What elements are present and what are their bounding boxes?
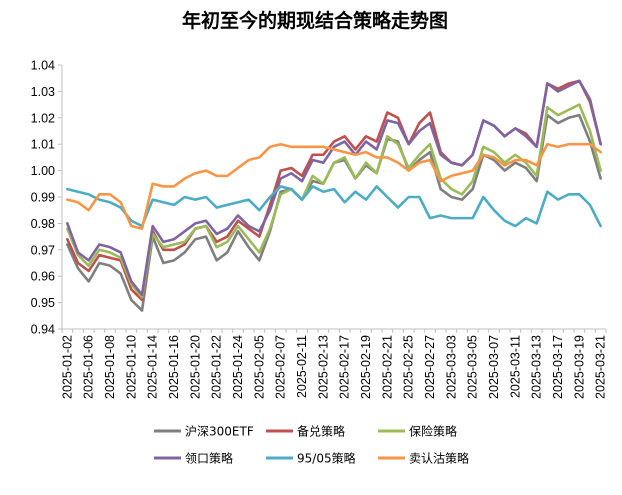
y-tick-label: 1.03 bbox=[31, 85, 55, 99]
y-tick-label: 0.99 bbox=[31, 191, 55, 205]
x-tick-label: 2025-02-19 bbox=[359, 335, 373, 399]
legend-label-3: 领口策略 bbox=[185, 451, 233, 466]
series-line-2 bbox=[66, 103, 602, 299]
x-tick-label: 2025-02-11 bbox=[295, 335, 309, 398]
legend-label-1: 备兑策略 bbox=[297, 424, 345, 439]
x-tick-label: 2025-02-21 bbox=[380, 335, 394, 399]
y-tick-label: 0.96 bbox=[31, 270, 55, 284]
x-tick-label: 2025-01-02 bbox=[60, 335, 74, 399]
x-axis: 2025-01-02 2025-01-06 2025-01-08 2025-01-10… bbox=[60, 328, 608, 399]
legend-label-5: 卖认沽策略 bbox=[409, 451, 469, 466]
x-tick-label: 2025-03-21 bbox=[594, 335, 608, 399]
x-tick-label: 2025-01-24 bbox=[231, 335, 245, 399]
x-tick-label: 2025-01-08 bbox=[103, 335, 117, 399]
y-tick-label: 0.95 bbox=[31, 296, 55, 310]
x-tick-label: 2025-02-07 bbox=[274, 335, 288, 399]
legend-label-0: 沪深300ETF bbox=[185, 425, 254, 439]
legend-label-4: 95/05策略 bbox=[297, 451, 356, 466]
x-tick-label: 2025-03-03 bbox=[444, 335, 458, 399]
x-tick-label: 2025-03-11 bbox=[508, 335, 522, 398]
y-tick-label: 1.04 bbox=[31, 59, 55, 73]
series-line-4 bbox=[66, 185, 602, 228]
y-tick-label: 1.00 bbox=[31, 164, 55, 178]
x-tick-label: 2025-03-19 bbox=[572, 335, 586, 399]
y-tick-label: 0.98 bbox=[31, 217, 55, 231]
y-tick-label: 1.01 bbox=[31, 138, 55, 152]
x-tick-label: 2025-01-16 bbox=[167, 335, 181, 399]
x-tick-label: 2025-03-05 bbox=[466, 335, 480, 399]
series-lines bbox=[66, 79, 602, 312]
y-tick-label: 1.02 bbox=[31, 111, 55, 125]
x-tick-label: 2025-02-27 bbox=[423, 335, 437, 399]
x-tick-label: 2025-02-05 bbox=[252, 335, 266, 399]
x-tick-label: 2025-01-20 bbox=[188, 335, 202, 399]
x-tick-label: 2025-01-10 bbox=[124, 335, 138, 399]
x-tick-label: 2025-02-13 bbox=[316, 335, 330, 399]
series-line-5 bbox=[66, 142, 602, 230]
y-axis: 0.94 0.95 0.96 0.97 0.98 0.99 1.00 1.01 1.02 1.03… bbox=[31, 59, 63, 337]
x-tick-label: 2025-03-07 bbox=[487, 335, 501, 399]
x-tick-label: 2025-01-22 bbox=[210, 335, 224, 399]
series-line-3 bbox=[66, 79, 602, 296]
x-tick-label: 2025-02-17 bbox=[338, 335, 352, 399]
y-tick-label: 0.94 bbox=[31, 323, 55, 337]
x-tick-label: 2025-01-14 bbox=[146, 335, 160, 399]
legend-label-2: 保险策略 bbox=[409, 424, 457, 439]
y-tick-label: 0.97 bbox=[31, 243, 55, 257]
x-tick-label: 2025-03-17 bbox=[551, 335, 565, 399]
x-tick-label: 2025-01-06 bbox=[82, 335, 96, 399]
x-tick-label: 2025-03-13 bbox=[530, 335, 544, 399]
chart-title: 年初至今的期现结合策略走势图 bbox=[182, 9, 448, 32]
x-tick-label: 2025-02-25 bbox=[402, 335, 416, 399]
